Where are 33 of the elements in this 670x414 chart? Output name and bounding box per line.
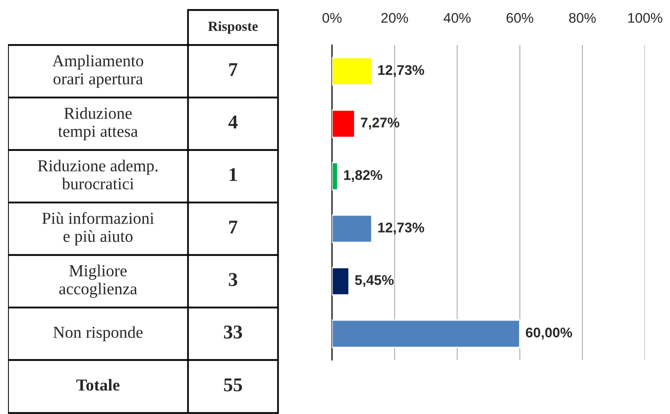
text: Risposte [208, 21, 258, 34]
data-label: 12,73% [378, 222, 424, 234]
data-label: 3 [228, 273, 238, 286]
category-label: Non risponde [53, 326, 143, 342]
data-label: 5,45% [355, 275, 394, 287]
data-label: 7,27% [360, 118, 400, 130]
x-tick-label: 20% [381, 12, 408, 23]
data-label: 12,73% [378, 65, 424, 77]
data-label: 7 [229, 63, 238, 76]
x-tick-label: 100% [628, 12, 662, 23]
x-tick-label: 80% [569, 12, 596, 23]
category-label: Migliore accoglienza [59, 264, 138, 298]
bar [332, 109, 356, 138]
data-label: 1 [230, 168, 237, 181]
category-label: Riduzione tempi attesa [58, 107, 138, 140]
x-tick-label: 60% [506, 12, 534, 23]
data-label: 1,82% [344, 170, 382, 182]
data-label: 7 [229, 220, 238, 234]
category-label: Più informazioni e più aiuto [42, 212, 154, 246]
x-tick-label: 0% [322, 12, 342, 23]
category-label: Ampliamento orari apertura [52, 54, 144, 88]
data-label: 33 [224, 326, 242, 339]
x-tick-label: 40% [444, 12, 471, 23]
category-label: Riduzione ademp. burocratici [38, 160, 158, 190]
data-label: 55 [224, 378, 242, 392]
category-label: Totale [76, 378, 120, 391]
data-label: 60,00% [526, 328, 572, 340]
bar [332, 266, 350, 296]
bar [332, 319, 520, 348]
data-label: 4 [228, 116, 238, 128]
bar [332, 56, 373, 86]
bar [332, 214, 373, 244]
bar [332, 162, 338, 191]
